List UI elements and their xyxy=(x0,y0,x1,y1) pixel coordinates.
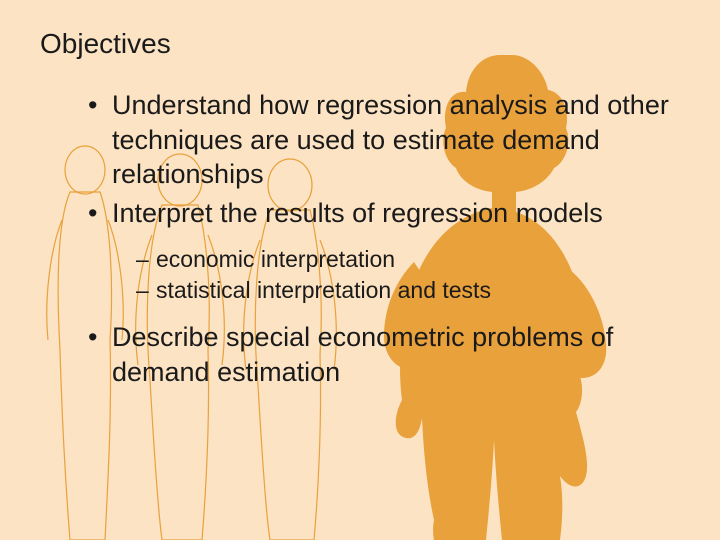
bullet-item: Understand how regression analysis and o… xyxy=(112,88,680,192)
sub-bullet-text: economic interpretation xyxy=(156,246,395,272)
bullet-item: Describe special econometric problems of… xyxy=(112,320,680,389)
bullet-text: Describe special econometric problems of… xyxy=(112,322,613,387)
sub-bullet-item: economic interpretation xyxy=(156,244,680,275)
bullet-text: Understand how regression analysis and o… xyxy=(112,90,669,189)
sub-bullet-item: statistical interpretation and tests xyxy=(156,275,680,306)
sub-bullet-list: economic interpretation statistical inte… xyxy=(112,244,680,306)
sub-bullet-text: statistical interpretation and tests xyxy=(156,277,491,303)
slide-content: Objectives Understand how regression ana… xyxy=(0,0,720,389)
bullet-list: Understand how regression analysis and o… xyxy=(40,88,680,389)
slide-title: Objectives xyxy=(40,28,680,60)
bullet-text: Interpret the results of regression mode… xyxy=(112,198,603,228)
bullet-item: Interpret the results of regression mode… xyxy=(112,196,680,307)
